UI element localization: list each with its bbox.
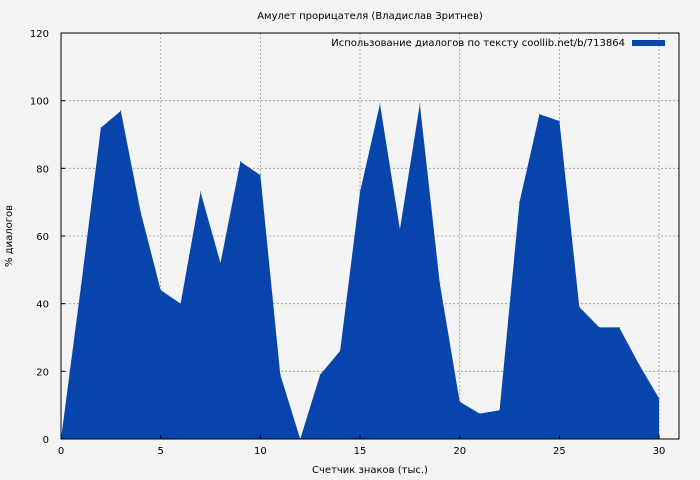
data-point [638,364,640,366]
legend-label: Использование диалогов по тексту coollib… [331,38,625,49]
data-point [219,262,221,264]
y-tick-label: 120 [30,29,49,40]
data-point [399,228,401,230]
x-axis-label: Счетчик знаков (тыс.) [312,465,428,476]
data-point [519,201,521,203]
area-series [60,103,660,440]
data-point [658,397,660,399]
data-point [80,286,82,288]
data-point [319,374,321,376]
y-tick-label: 0 [43,435,49,446]
data-point [459,401,461,403]
data-point [379,103,381,105]
data-point [598,326,600,328]
data-point [279,374,281,376]
data-point [180,303,182,305]
data-point [578,306,580,308]
x-tick-label: 0 [58,446,64,457]
y-tick-label: 40 [36,300,49,311]
x-tick-label: 15 [354,446,367,457]
x-tick-label: 25 [553,446,566,457]
area-series-0 [61,104,660,440]
x-tick-label: 20 [453,446,466,457]
data-point [538,113,540,115]
data-point [160,289,162,291]
y-tick-label: 100 [30,97,49,108]
legend: Использование диалогов по тексту coollib… [331,38,665,49]
y-tick-label: 20 [36,367,49,378]
data-point [120,110,122,112]
data-point [200,191,202,193]
data-point [479,413,481,415]
legend-swatch [632,40,665,46]
data-point [439,282,441,284]
data-point [100,127,102,129]
data-point [618,326,620,328]
x-tick-label: 5 [157,446,163,457]
data-point [239,161,241,163]
data-point [419,103,421,105]
data-point [359,191,361,193]
x-tick-label: 10 [254,446,267,457]
data-point [339,350,341,352]
chart-title: Амулет прорицателя (Владислав Зритнев) [257,11,483,22]
y-tick-label: 80 [36,164,49,175]
data-point [558,120,560,122]
data-point [140,211,142,213]
ticks: 0 5 10 15 20 25 30 0 20 40 60 80 100 120 [30,29,666,457]
x-tick-label: 30 [653,446,666,457]
y-tick-label: 60 [36,232,49,243]
data-point [499,409,501,411]
y-axis-label: % диалогов [4,205,15,267]
data-point [259,174,261,176]
